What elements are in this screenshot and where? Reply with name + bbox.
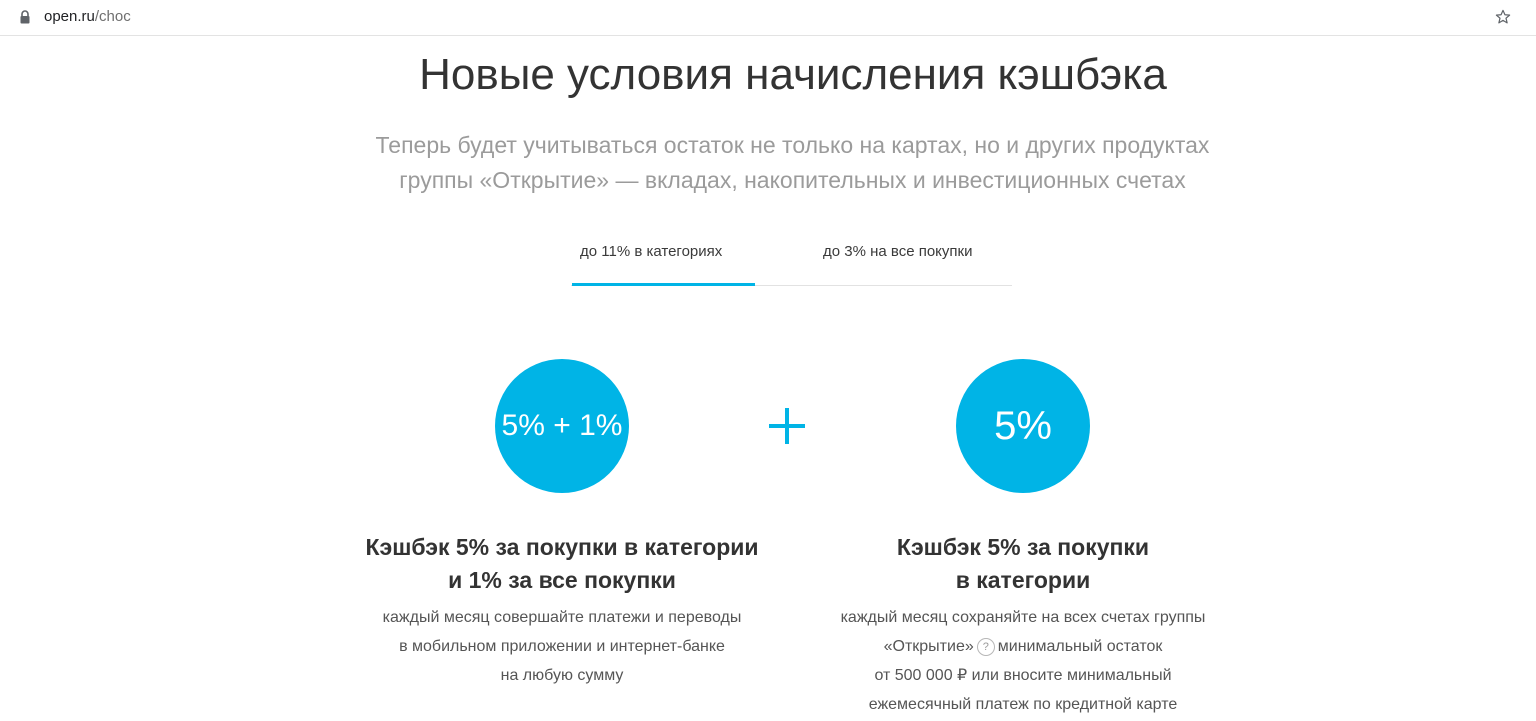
offer-title: Кэшбэк 5% за покупки в категории и 1% за… [345,531,779,597]
offer-title-line: Кэшбэк 5% за покупки [896,534,1150,560]
plus-icon [764,400,810,450]
url-path: /choc [94,8,131,25]
url-field[interactable]: open.ru/choc [44,8,131,26]
offer-desc-fragment: «Открытие» [883,638,974,655]
tab-up-to-3-percent[interactable]: до 3% на все покупки [811,229,1011,287]
question-icon[interactable]: ? [976,638,995,656]
offer-description: каждый месяц сохраняйте на всех счетах г… [806,603,1240,719]
subtitle-line: группы «Открытие» — вкладах, накопительн… [399,167,1186,193]
offer-desc-line: на любую сумму [500,667,624,684]
subtitle-line: Теперь будет учитываться остаток не толь… [375,132,1210,158]
star-icon[interactable] [1494,8,1512,26]
tab-label: до 3% на все покупки [823,243,973,260]
offer-desc-line: «Открытие»? минимальный остаток [806,632,1240,661]
lock-icon[interactable] [19,10,31,24]
tab-up-to-11-percent[interactable]: до 11% в категориях [571,229,755,287]
offer-title-line: и 1% за все покупки [448,567,676,593]
cashback-badge-5-plus-1: 5% + 1% [495,359,629,493]
offer-desc-line: от 500 000 ₽ или вносите минимальный [874,667,1172,684]
cashback-badge-5: 5% [956,359,1090,493]
offer-title-line: в категории [955,567,1091,593]
cashback-tabs: до 11% в категориях до 3% на все покупки [571,229,1012,287]
browser-address-bar: open.ru/choc [0,0,1536,36]
offer-desc-line: ежемесячный платеж по кредитной карте [868,696,1178,713]
tab-label: до 11% в категориях [580,243,723,260]
offer-title: Кэшбэк 5% за покупки в категории [806,531,1240,597]
offer-desc-line: каждый месяц совершайте платежи и перево… [382,609,742,626]
active-tab-indicator [572,283,755,286]
offer-title-line: Кэшбэк 5% за покупки в категории [365,534,759,560]
offer-description: каждый месяц совершайте платежи и перево… [345,603,779,690]
page-title: Новые условия начисления кэшбэка [419,50,1167,99]
offer-desc-line: в мобильном приложении и интернет-банке [399,638,725,655]
url-host: open.ru [44,8,95,25]
offer-desc-fragment: минимальный остаток [997,638,1163,655]
tabs-divider [571,285,1012,286]
page-subtitle: Теперь будет учитываться остаток не толь… [300,128,1285,198]
offer-desc-line: каждый месяц сохраняйте на всех счетах г… [840,609,1206,626]
